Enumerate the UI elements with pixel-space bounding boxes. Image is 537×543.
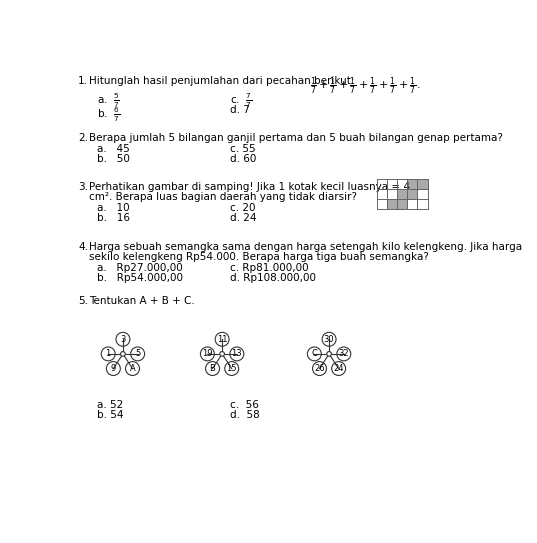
Bar: [397, 199, 408, 209]
Circle shape: [220, 352, 224, 356]
Text: b.   Rp54.000,00: b. Rp54.000,00: [97, 273, 183, 283]
Text: d. 60: d. 60: [230, 154, 256, 165]
Text: 24: 24: [333, 364, 344, 373]
Text: Tentukan A + B + C.: Tentukan A + B + C.: [89, 296, 194, 306]
Text: b.   16: b. 16: [97, 213, 129, 223]
Text: Hitunglah hasil penjumlahan dari pecahan berikut:: Hitunglah hasil penjumlahan dari pecahan…: [89, 76, 354, 86]
Text: Harga sebuah semangka sama dengan harga setengah kilo kelengkeng. Jika harga: Harga sebuah semangka sama dengan harga …: [89, 242, 522, 252]
Text: 19: 19: [202, 349, 213, 358]
Text: b.   50: b. 50: [97, 154, 129, 165]
Bar: [387, 189, 397, 199]
Text: d. Rp108.000,00: d. Rp108.000,00: [230, 273, 316, 283]
Text: 9: 9: [111, 364, 116, 373]
Text: d.  58: d. 58: [230, 410, 259, 420]
Text: c. Rp81.000,00: c. Rp81.000,00: [230, 263, 308, 273]
Text: A: A: [129, 364, 135, 373]
Bar: [397, 199, 408, 209]
Text: Perhatikan gambar di samping! Jika 1 kotak kecil luasnya = 4: Perhatikan gambar di samping! Jika 1 kot…: [89, 182, 410, 192]
Bar: [397, 189, 408, 199]
Text: 11: 11: [217, 335, 227, 344]
Text: B: B: [209, 364, 215, 373]
Text: c. 55: c. 55: [230, 144, 256, 154]
Text: 3.: 3.: [78, 182, 88, 192]
Bar: [397, 189, 408, 199]
Text: d. 7: d. 7: [230, 105, 250, 115]
Bar: [397, 179, 408, 189]
Text: a. 52: a. 52: [97, 400, 123, 410]
Text: 13: 13: [231, 349, 242, 358]
Bar: [387, 199, 397, 209]
Text: 1: 1: [106, 349, 111, 358]
Text: 5.: 5.: [78, 296, 88, 306]
Bar: [417, 189, 427, 199]
Text: 3: 3: [120, 335, 126, 344]
Bar: [417, 179, 427, 189]
Text: c.  $\frac{7}{7}$: c. $\frac{7}{7}$: [230, 91, 252, 110]
Text: b. 54: b. 54: [97, 410, 123, 420]
Text: $\frac{1}{7}+\frac{1}{7}+\frac{1}{7}+\frac{1}{7}+\frac{1}{7}+\frac{1}{7}.$: $\frac{1}{7}+\frac{1}{7}+\frac{1}{7}+\fr…: [310, 76, 420, 97]
Text: 5: 5: [135, 349, 140, 358]
Text: c.  56: c. 56: [230, 400, 259, 410]
Text: 2.: 2.: [78, 133, 88, 143]
Text: 30: 30: [324, 335, 335, 344]
Text: cm². Berapa luas bagian daerah yang tidak diarsir?: cm². Berapa luas bagian daerah yang tida…: [89, 192, 357, 202]
Bar: [377, 179, 387, 189]
Bar: [408, 189, 417, 199]
Text: 1.: 1.: [78, 76, 88, 86]
Bar: [408, 199, 417, 209]
Bar: [377, 189, 387, 199]
Text: a.   45: a. 45: [97, 144, 129, 154]
Circle shape: [326, 352, 331, 356]
Bar: [417, 199, 427, 209]
Bar: [377, 199, 387, 209]
Text: sekilo kelengkeng Rp54.000. Berapa harga tiga buah semangka?: sekilo kelengkeng Rp54.000. Berapa harga…: [89, 252, 429, 262]
Bar: [408, 179, 417, 189]
Text: 4.: 4.: [78, 242, 88, 252]
Text: C: C: [311, 349, 317, 358]
Text: Berapa jumlah 5 bilangan ganjil pertama dan 5 buah bilangan genap pertama?: Berapa jumlah 5 bilangan ganjil pertama …: [89, 133, 503, 143]
Text: 15: 15: [227, 364, 237, 373]
Text: b.  $\frac{6}{7}$: b. $\frac{6}{7}$: [97, 105, 120, 124]
Text: c. 20: c. 20: [230, 203, 256, 213]
Bar: [417, 179, 427, 189]
Bar: [387, 199, 397, 209]
Text: 32: 32: [338, 349, 349, 358]
Bar: [387, 179, 397, 189]
Text: a.  $\frac{5}{7}$: a. $\frac{5}{7}$: [97, 91, 119, 110]
Text: d. 24: d. 24: [230, 213, 256, 223]
Bar: [408, 189, 417, 199]
Text: a.   10: a. 10: [97, 203, 129, 213]
Text: 26: 26: [314, 364, 325, 373]
Bar: [408, 179, 417, 189]
Text: a.   Rp27.000,00: a. Rp27.000,00: [97, 263, 183, 273]
Circle shape: [121, 352, 125, 356]
